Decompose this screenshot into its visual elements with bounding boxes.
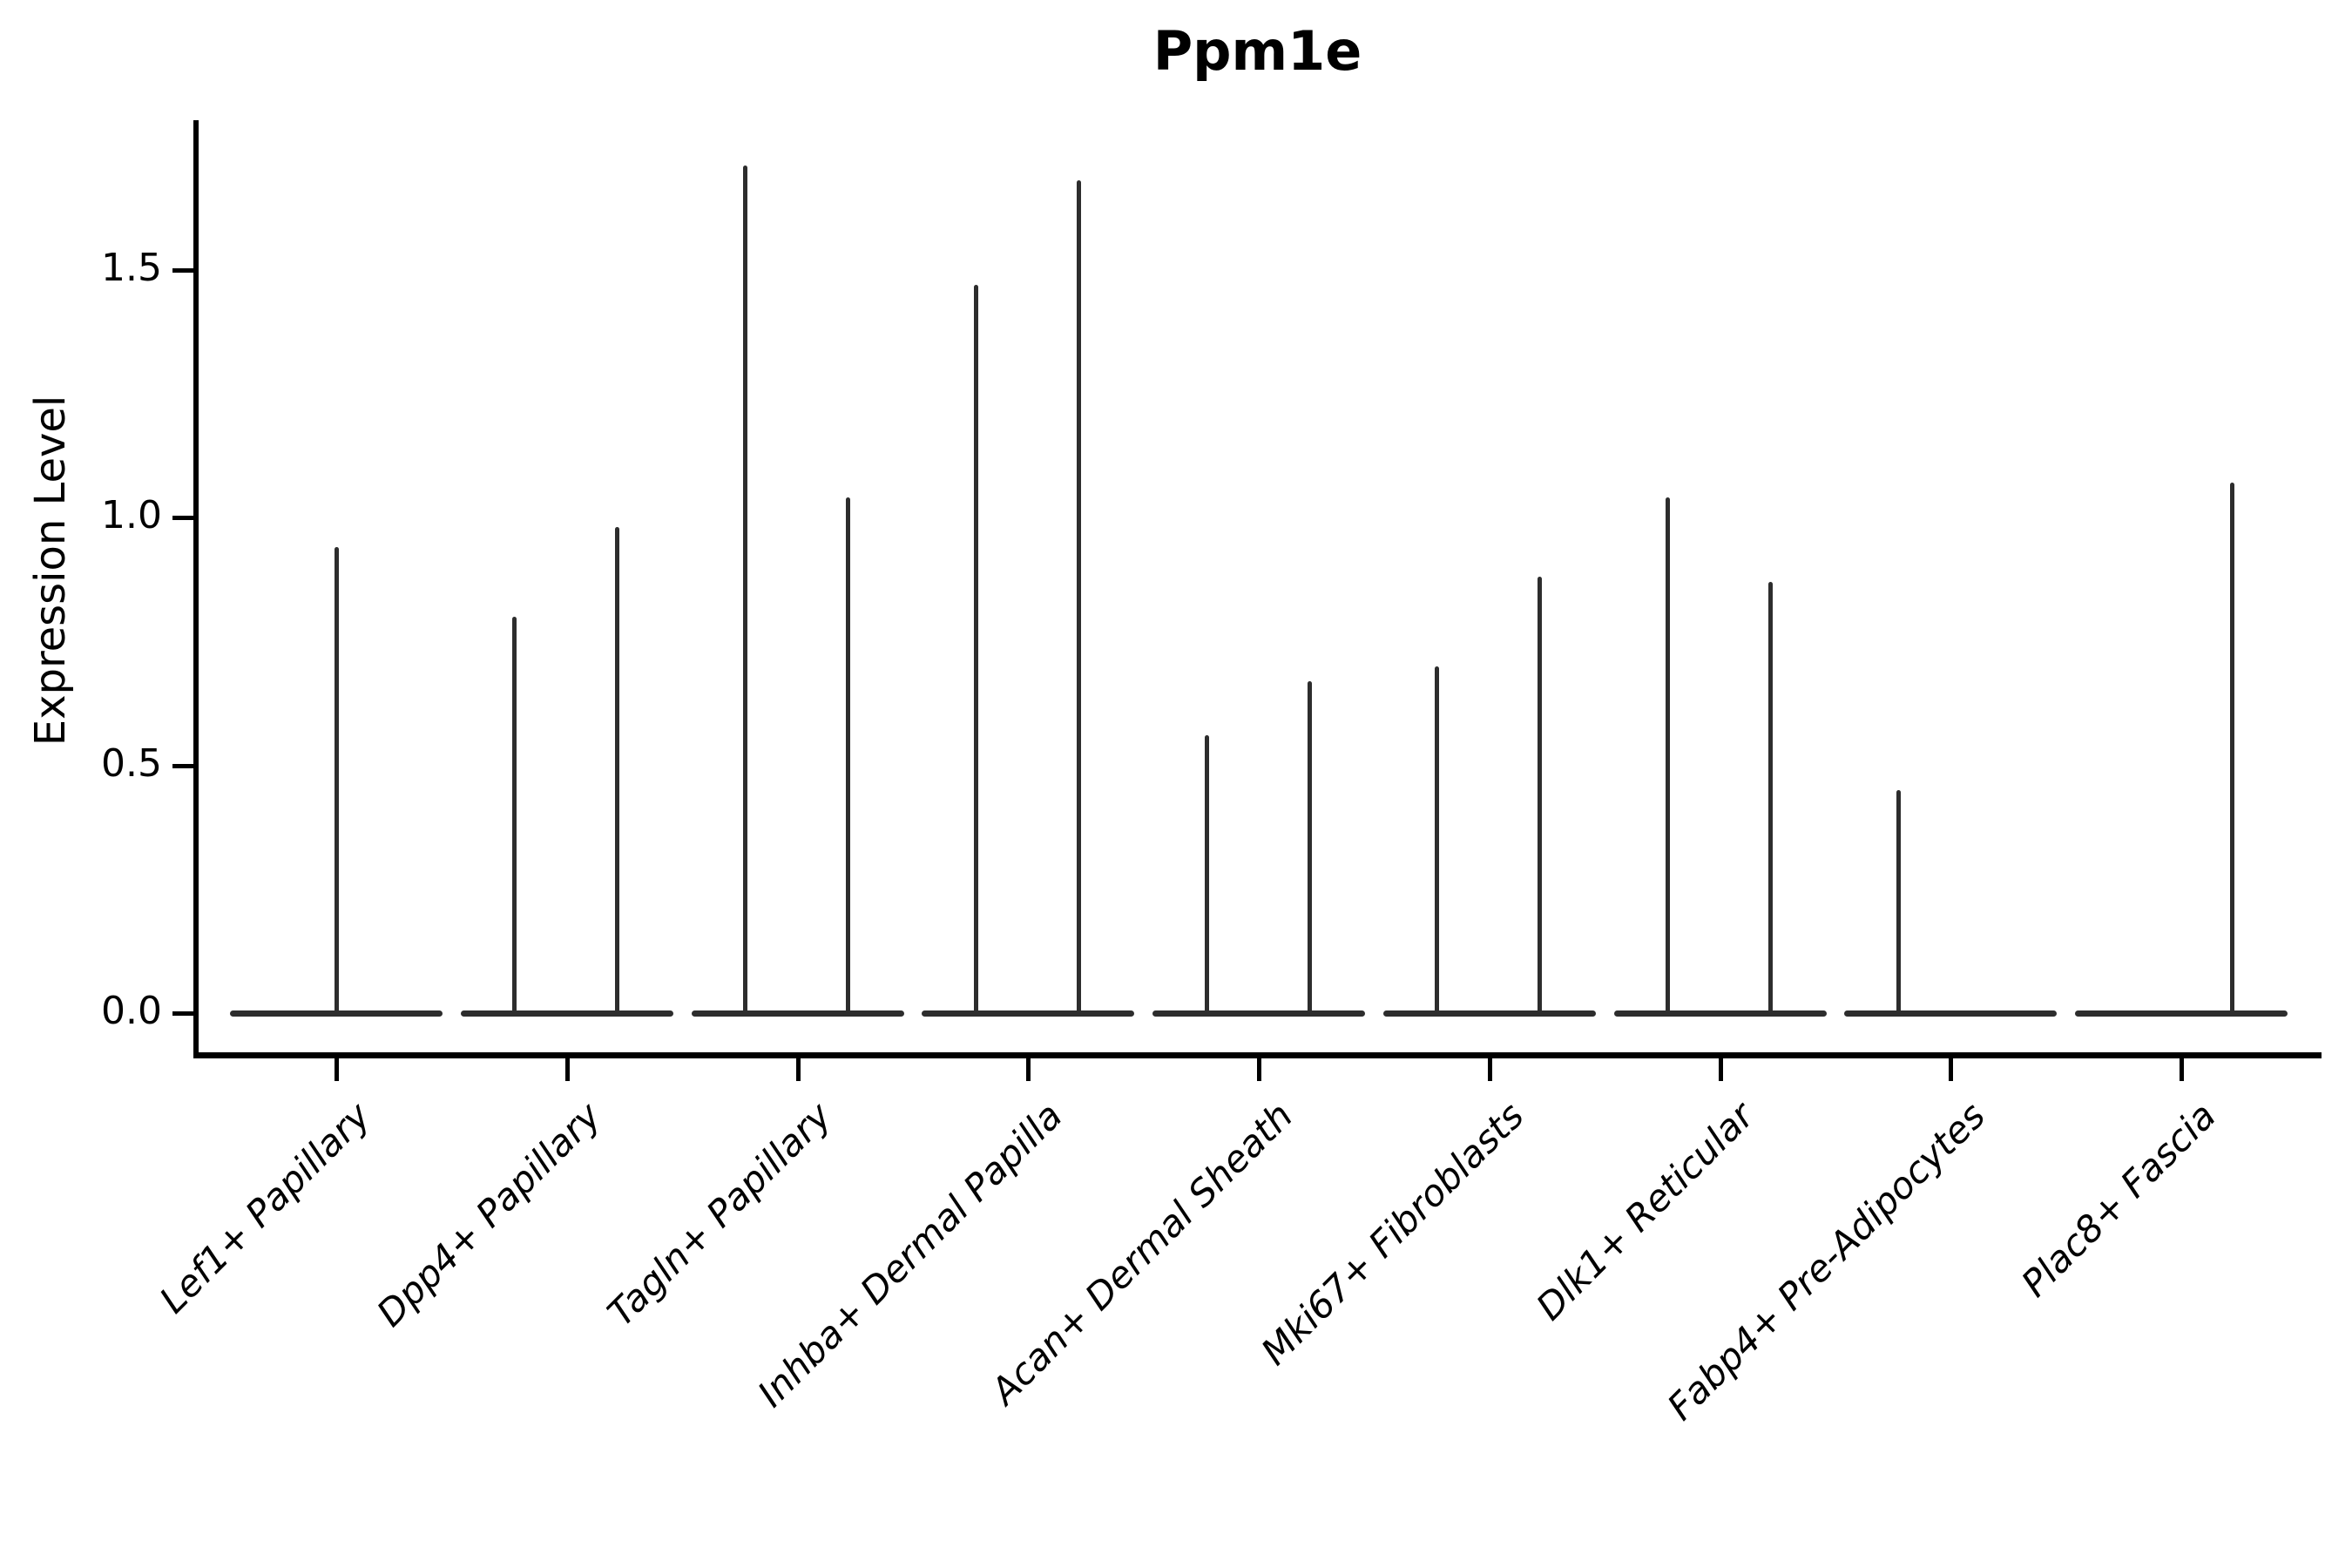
- violin-base: [1613, 1010, 1827, 1017]
- x-tick-mark: [564, 1058, 570, 1081]
- violin-spike: [846, 497, 850, 1016]
- violin-spike: [1768, 581, 1773, 1016]
- violin-spike: [1666, 497, 1670, 1016]
- x-tick-mark: [335, 1058, 339, 1081]
- x-tick-label: Lef1+ Papillary: [151, 1094, 379, 1321]
- x-tick-label: Plac8+ Fascia: [2012, 1094, 2224, 1306]
- violin-spike: [1204, 735, 1209, 1016]
- violin-spike: [512, 616, 517, 1016]
- violin-spike: [2229, 483, 2234, 1016]
- violin-base: [460, 1010, 673, 1017]
- x-tick-mark: [2180, 1058, 2184, 1081]
- x-axis-spine: [193, 1052, 2322, 1058]
- chart-title: Ppm1e: [1152, 19, 1362, 83]
- violin-spike: [334, 547, 339, 1016]
- violin-spike: [1896, 789, 1901, 1016]
- y-tick-label: 1.5: [101, 245, 162, 290]
- violin-spike: [1435, 666, 1440, 1016]
- violin-spike: [1307, 680, 1312, 1016]
- violin-spike: [615, 527, 620, 1016]
- violin-base: [2075, 1010, 2288, 1017]
- y-axis-label: Expression Level: [26, 395, 75, 747]
- x-tick-mark: [1487, 1058, 1492, 1081]
- violin-base: [1382, 1010, 1596, 1017]
- violin-base: [1152, 1010, 1365, 1017]
- x-tick-label: Dpp4+ Papillary: [368, 1094, 610, 1335]
- violin-spike: [743, 166, 747, 1016]
- y-tick-mark: [172, 1011, 193, 1016]
- x-tick-mark: [1949, 1058, 1954, 1081]
- x-tick-label: Mki67+ Fibroblasts: [1253, 1094, 1532, 1374]
- violin-spike: [1538, 577, 1543, 1016]
- y-tick-label: 0.0: [101, 989, 162, 1033]
- y-tick-mark: [172, 267, 193, 273]
- y-axis-spine: [193, 120, 199, 1058]
- x-tick-label: Tagln+ Papillary: [599, 1094, 841, 1335]
- x-tick-label: Dlk1+ Reticular: [1528, 1094, 1763, 1328]
- x-tick-mark: [795, 1058, 801, 1081]
- violin-base: [922, 1010, 1135, 1017]
- violin-base: [691, 1010, 904, 1017]
- x-tick-mark: [1257, 1058, 1261, 1081]
- violin-spike: [973, 284, 978, 1016]
- y-tick-label: 0.5: [101, 740, 162, 786]
- y-tick-mark: [172, 516, 193, 520]
- x-tick-mark: [1026, 1058, 1031, 1081]
- x-tick-mark: [1718, 1058, 1723, 1081]
- violin-spike: [1076, 180, 1081, 1016]
- violin-base: [1844, 1010, 2058, 1017]
- y-tick-mark: [172, 763, 193, 768]
- y-tick-label: 1.0: [101, 493, 162, 537]
